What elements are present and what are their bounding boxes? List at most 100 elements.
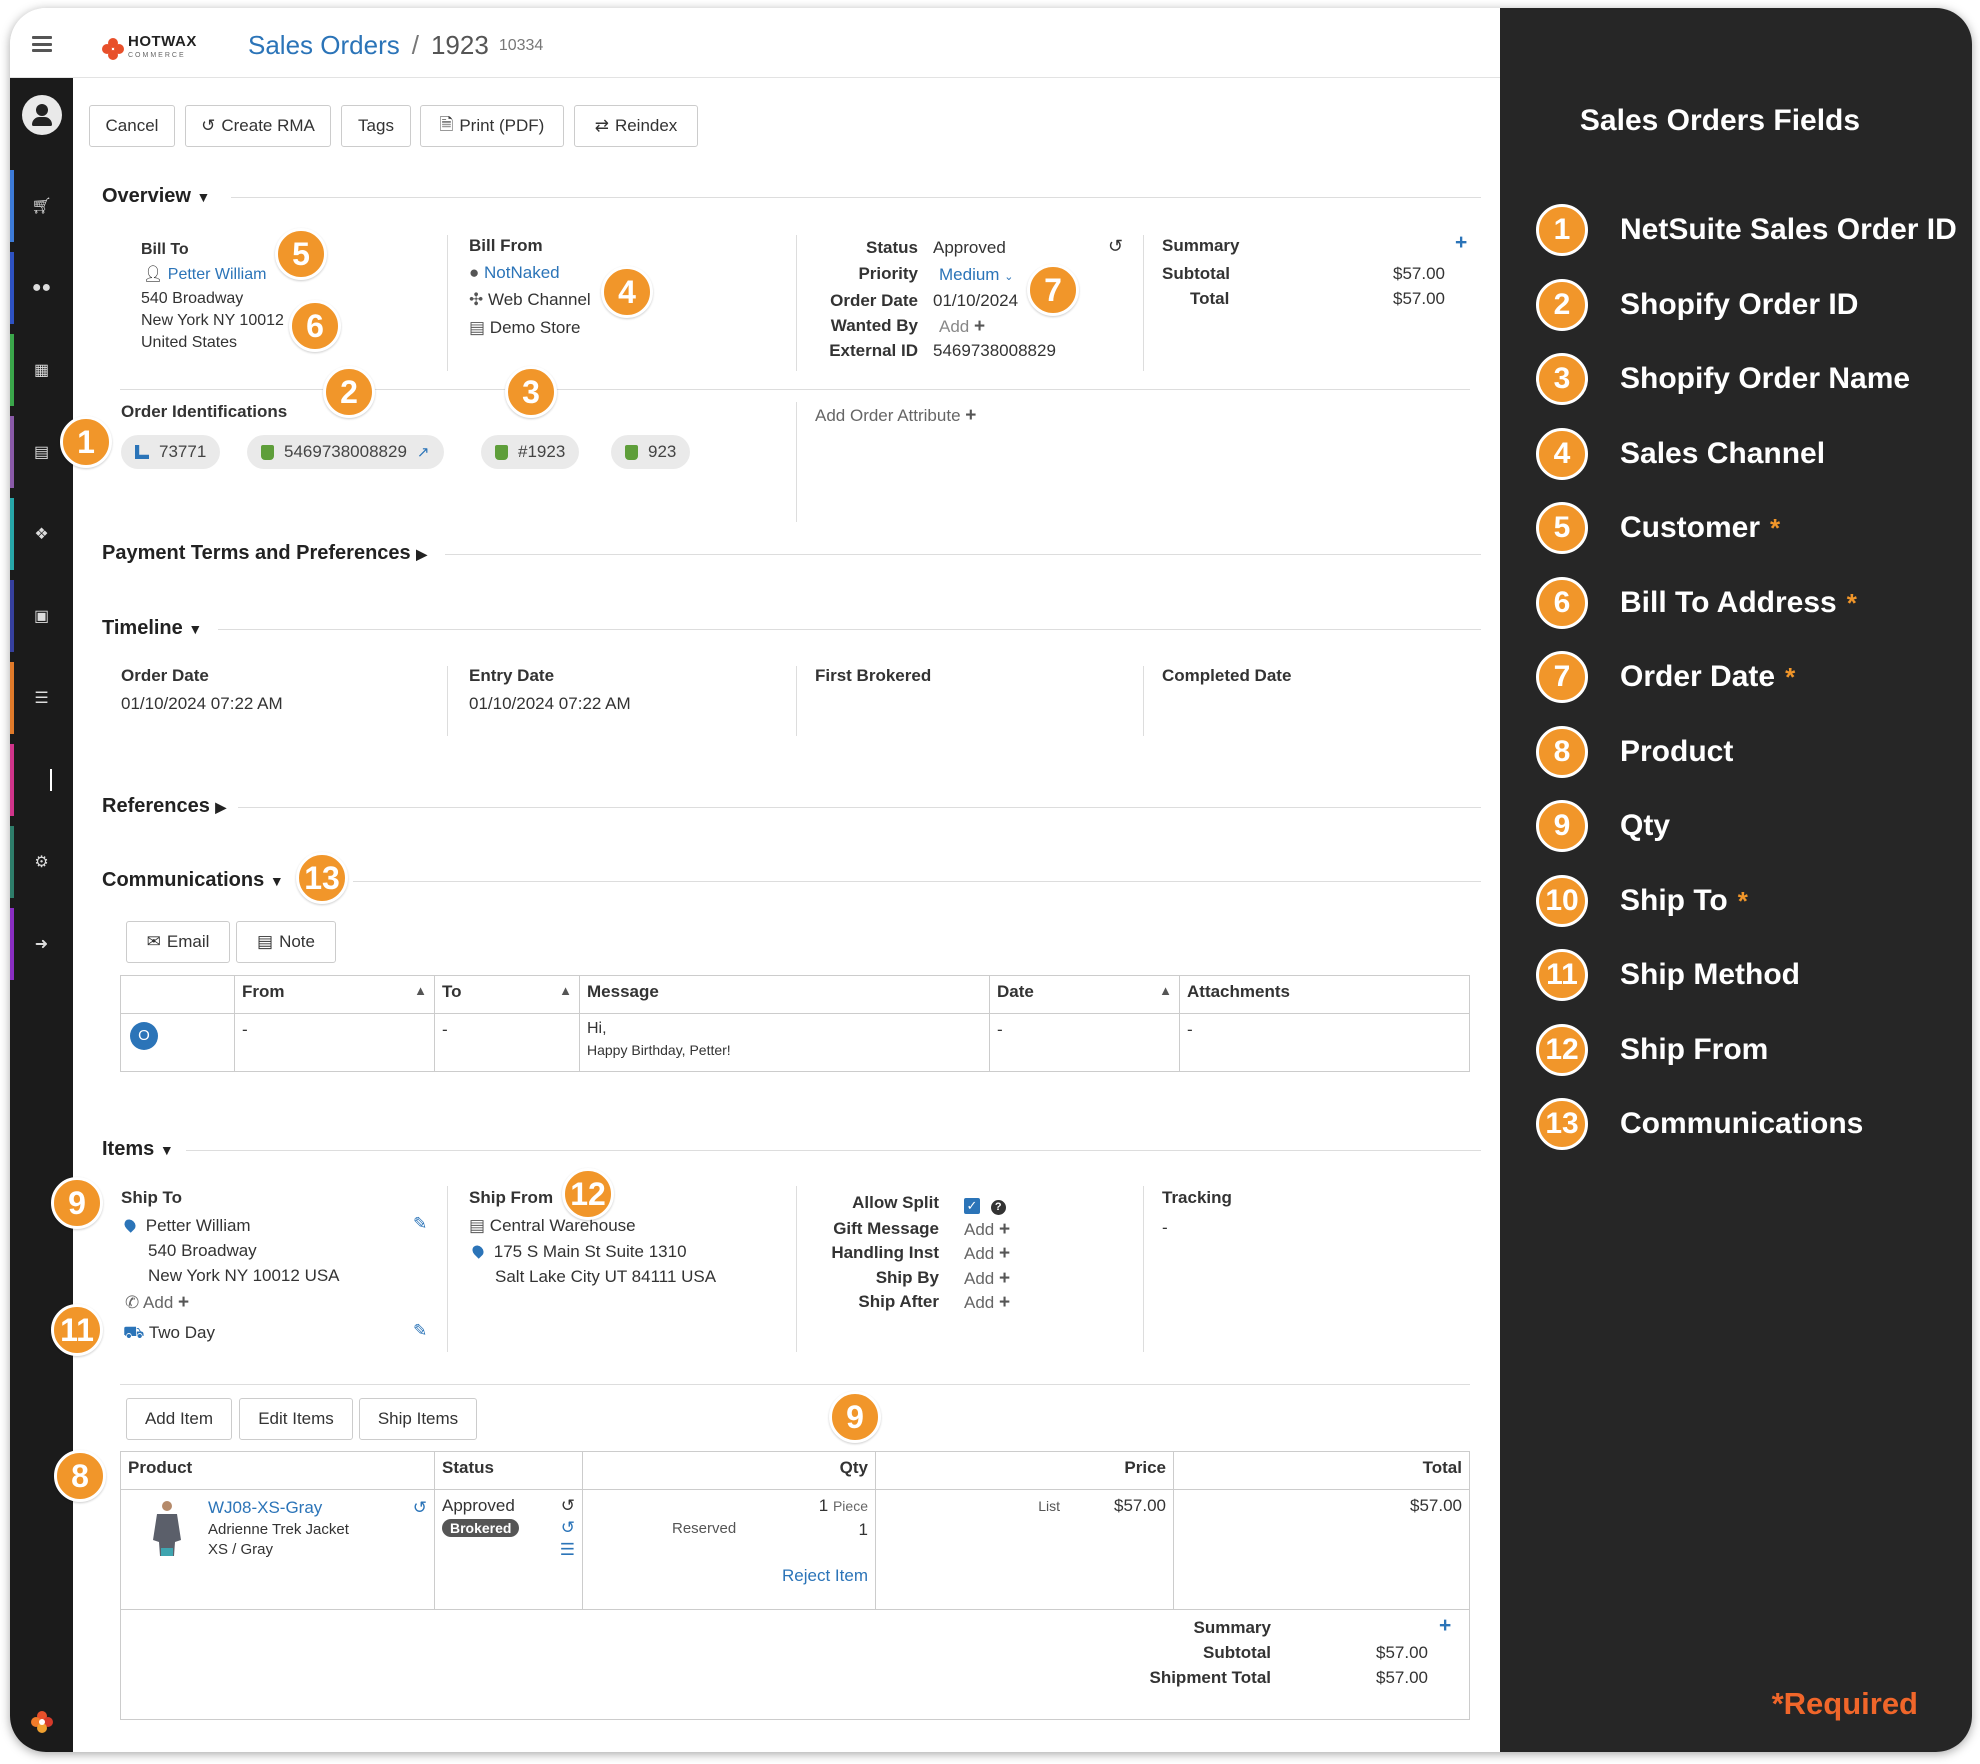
reindex-button[interactable]: ⇄ Reindex	[574, 105, 698, 147]
sitemap-icon[interactable]: ☰	[559, 1540, 575, 1559]
product-sku-link[interactable]: WJ08-XS-Gray	[208, 1498, 323, 1517]
price-type-label: List	[1038, 1498, 1060, 1514]
user-avatar-icon[interactable]	[22, 95, 62, 135]
add-phone-button[interactable]: ✆ Add +	[125, 1292, 190, 1313]
required-note: *Required	[1771, 1686, 1918, 1721]
sidebar-item-facilities[interactable]: ▤	[10, 412, 73, 492]
shipment-total-value: $57.00	[1376, 1668, 1428, 1687]
add-item-button[interactable]: Add Item	[126, 1398, 232, 1440]
legend-item: 4 Sales Channel	[1536, 426, 1825, 482]
ship-items-button[interactable]: Ship Items	[359, 1398, 477, 1440]
overview-toggle[interactable]: Overview ▼	[102, 185, 211, 207]
history-icon[interactable]: ↺	[560, 1518, 575, 1537]
callout-8: 8	[54, 1450, 106, 1502]
divider	[796, 1186, 797, 1352]
reserved-label: Reserved	[672, 1520, 737, 1537]
sidebar-item-data[interactable]: ☰	[10, 658, 73, 738]
legend-number-badge: 2	[1536, 278, 1588, 331]
sidebar-item-catalog[interactable]: ▦	[10, 330, 73, 410]
comm-header-to[interactable]: To ▲	[434, 975, 580, 1014]
breadcrumb-sales-orders[interactable]: Sales Orders	[248, 30, 400, 60]
items-toggle[interactable]: Items ▼	[102, 1138, 174, 1160]
print-pdf-button[interactable]: 🗎︎ Print (PDF)	[420, 105, 564, 147]
bill-to-address-line2: New York NY 10012	[141, 312, 284, 329]
legend-label-text: Sales Channel	[1620, 436, 1826, 470]
callout-9: 9	[51, 1177, 103, 1229]
sidebar-item-accounting[interactable]: ▣	[10, 576, 73, 656]
references-toggle[interactable]: References ▶	[102, 795, 227, 817]
ship-from-address-row: 175 S Main St Suite 1310	[470, 1242, 687, 1262]
edit-ship-method-icon[interactable]: ✎	[413, 1321, 428, 1340]
shipment-subtotal-label: Subtotal	[1203, 1643, 1271, 1662]
sidebar-item-orders[interactable]: 🛒︎	[10, 166, 73, 246]
reject-item-link[interactable]: Reject Item	[782, 1566, 868, 1585]
sidebar-item-customers[interactable]: ●●	[10, 248, 73, 328]
status-value: Approved	[933, 238, 1006, 257]
sidebar-item-settings[interactable]: ⚙	[10, 822, 73, 902]
history-icon[interactable]: ↺	[560, 1496, 575, 1515]
hotwax-logo[interactable]: HOTWAX COMMERCE	[102, 34, 197, 64]
customer-link[interactable]: Petter William	[167, 266, 267, 283]
edit-items-button[interactable]: Edit Items	[239, 1398, 353, 1440]
sidebar-item-active[interactable]	[10, 740, 73, 820]
cancel-button[interactable]: Cancel	[89, 105, 175, 147]
external-link-icon[interactable]: ↗	[416, 444, 430, 461]
external-id-label: External ID	[829, 341, 918, 360]
callout-4: 4	[601, 266, 653, 318]
add-shipment-adjustment-icon[interactable]: +	[1439, 1614, 1452, 1637]
comm-header-date[interactable]: Date ▲	[989, 975, 1180, 1014]
history-icon[interactable]: ↺	[1108, 236, 1124, 256]
allow-split-checkbox[interactable]: ✓ ?	[964, 1195, 1006, 1215]
store-link[interactable]: NotNaked	[484, 263, 560, 282]
note-button[interactable]: ▤ Note	[236, 921, 336, 963]
shopify-id-chip[interactable]: 5469738008829 ↗	[247, 435, 444, 469]
history-icon[interactable]: ↺	[412, 1498, 427, 1517]
ship-by-add[interactable]: Add +	[964, 1268, 1011, 1289]
email-button[interactable]: ✉ Email	[126, 921, 230, 963]
legend-title: Sales Orders Fields	[1579, 104, 1861, 137]
legend-label: Shopify Order Name	[1620, 362, 1910, 396]
legend-item: 13 Communications	[1536, 1096, 1863, 1152]
caret-down-icon: ▼	[196, 189, 211, 205]
handling-inst-add[interactable]: Add +	[964, 1243, 1011, 1264]
product-image[interactable]	[149, 1500, 185, 1558]
payment-terms-toggle[interactable]: Payment Terms and Preferences ▶	[102, 542, 428, 564]
chevron-down-icon: ⌄	[1004, 271, 1014, 283]
comm-message-line1: Hi,	[587, 1020, 607, 1037]
divider	[120, 1384, 1470, 1385]
sidebar-item-logout[interactable]: ➜	[10, 904, 73, 984]
add-adjustment-icon[interactable]: +	[1455, 231, 1468, 254]
shopify-icon	[495, 444, 508, 460]
legend-item: 3 Shopify Order Name	[1536, 351, 1910, 407]
legend-number-badge: 10	[1536, 874, 1588, 927]
create-rma-button[interactable]: ↺ Create RMA	[185, 105, 331, 147]
timeline-toggle[interactable]: Timeline ▼	[102, 617, 203, 639]
wanted-by-add[interactable]: Add +	[939, 316, 986, 337]
communications-toggle[interactable]: Communications ▼	[102, 869, 284, 891]
question-circle-icon[interactable]: ?	[990, 1200, 1006, 1215]
divider	[447, 666, 448, 736]
legend-number-badge: 8	[1536, 725, 1588, 778]
dropbox-icon: ❖	[34, 526, 49, 543]
communication-avatar[interactable]: O	[130, 1022, 158, 1050]
tracking-value: -	[1162, 1218, 1168, 1237]
plus-icon: +	[998, 1292, 1011, 1313]
ship-after-add[interactable]: Add +	[964, 1292, 1011, 1313]
gift-message-add[interactable]: Add +	[964, 1219, 1011, 1240]
legend-label: Product	[1620, 735, 1733, 769]
menu-icon[interactable]	[32, 36, 52, 52]
divider	[218, 629, 1481, 630]
comm-from: -	[234, 1013, 435, 1072]
comm-message-line2: Happy Birthday, Petter!	[587, 1042, 731, 1058]
add-order-attribute-button[interactable]: Add Order Attribute +	[815, 405, 977, 426]
timeline-entry-date-value: 01/10/2024 07:22 AM	[469, 694, 631, 713]
priority-dropdown[interactable]: Medium ⌄	[939, 265, 1014, 284]
caret-right-icon: ▶	[215, 799, 227, 815]
sidebar-item-shipping[interactable]: ❖	[10, 494, 73, 574]
cubes-icon: ▦	[33, 362, 50, 379]
shipment-summary-row: Summary + Subtotal $57.00 Shipment Total…	[120, 1609, 1470, 1720]
comm-header-from[interactable]: From ▲	[234, 975, 435, 1014]
ship-to-address-line2: New York NY 10012 USA	[148, 1266, 340, 1285]
edit-ship-to-icon[interactable]: ✎	[413, 1214, 428, 1233]
tags-button[interactable]: Tags	[341, 105, 411, 147]
